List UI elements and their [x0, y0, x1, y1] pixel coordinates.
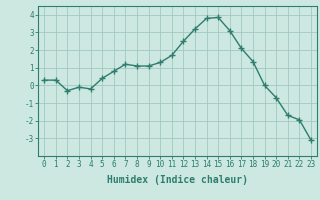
X-axis label: Humidex (Indice chaleur): Humidex (Indice chaleur)	[107, 175, 248, 185]
